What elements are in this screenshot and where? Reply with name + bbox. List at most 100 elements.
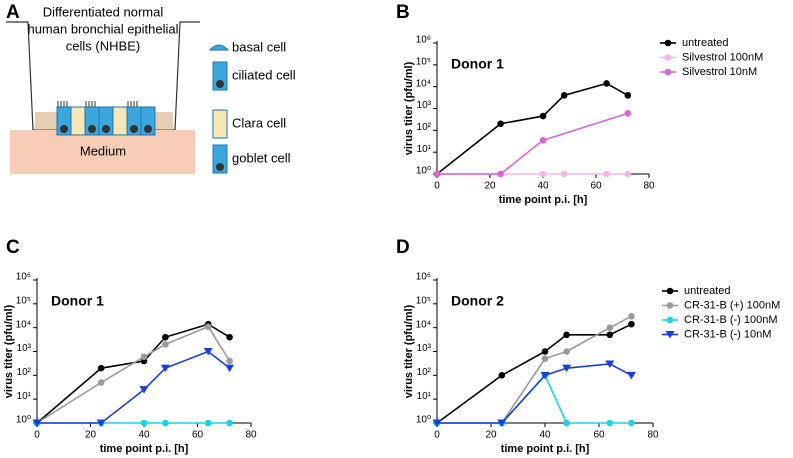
x-tick-label: 0 xyxy=(434,430,440,441)
medium xyxy=(10,130,195,174)
data-point xyxy=(497,419,507,427)
data-point xyxy=(226,419,233,427)
y-tick-label: 10² xyxy=(17,367,32,378)
y-axis-title: virus titer (pfu/ml) xyxy=(403,61,415,155)
diagram-title: Differentiated normal xyxy=(43,4,164,19)
data-point xyxy=(539,112,547,120)
series-line xyxy=(436,323,632,424)
y-tick-label: 10² xyxy=(417,122,432,133)
x-tick-label: 20 xyxy=(85,430,97,441)
goblet-icon-nucleus xyxy=(216,163,224,171)
x-tick-label: 0 xyxy=(434,181,440,192)
data-point xyxy=(563,419,570,427)
basal-icon xyxy=(208,44,230,51)
medium-label: Medium xyxy=(80,143,126,158)
legend-label: CR-31-B (+) 100nM xyxy=(684,299,780,311)
data-point xyxy=(497,120,504,128)
chart-title: Donor 2 xyxy=(451,293,504,309)
x-tick-label: 80 xyxy=(643,181,655,192)
y-tick-label: 10¹ xyxy=(417,144,432,155)
data-point xyxy=(139,386,149,394)
legend-marker xyxy=(666,287,674,295)
y-tick-label: 10⁵ xyxy=(416,56,431,67)
y-tick-label: 10⁰ xyxy=(416,415,431,426)
legend-marker xyxy=(664,68,672,76)
y-tick-label: 10⁴ xyxy=(416,319,431,330)
legend-label: CR-31-B (-) 100nM xyxy=(684,314,778,326)
data-point xyxy=(628,419,635,427)
data-point xyxy=(204,419,212,427)
series-line xyxy=(436,82,629,175)
data-point xyxy=(541,348,549,355)
data-point xyxy=(160,364,170,373)
data-point xyxy=(606,324,614,331)
data-point xyxy=(162,341,169,348)
data-point xyxy=(497,170,504,178)
legend-marker xyxy=(664,39,672,47)
data-point xyxy=(624,110,632,117)
y-tick-label: 10⁰ xyxy=(416,166,431,177)
data-point xyxy=(226,357,233,365)
legend-label: Clara cell xyxy=(232,115,286,130)
panel-letter: C xyxy=(6,237,20,258)
panel-a: A Medium Differentiated normal human bro… xyxy=(6,2,296,174)
y-tick-label: 10⁴ xyxy=(16,319,31,330)
x-tick-label: 0 xyxy=(34,430,40,441)
x-axis-title: time point p.i. [h] xyxy=(100,443,189,455)
y-tick-label: 10⁶ xyxy=(416,272,431,283)
y-axis-title: virus titer (pfu/ml) xyxy=(3,304,15,398)
x-tick-label: 60 xyxy=(590,181,602,192)
y-axis-title: virus titer (pfu/ml) xyxy=(403,304,415,398)
series-line xyxy=(37,350,231,424)
x-tick-label: 40 xyxy=(138,430,150,441)
y-tick-label: 10³ xyxy=(417,100,432,111)
y-tick-label: 10¹ xyxy=(17,391,32,402)
y-tick-label: 10³ xyxy=(417,343,432,354)
data-point xyxy=(624,170,632,178)
x-tick-label: 60 xyxy=(593,430,605,441)
data-point xyxy=(162,419,169,427)
panel-letter: B xyxy=(396,2,410,23)
data-point xyxy=(563,348,570,355)
data-point xyxy=(562,364,572,373)
data-point xyxy=(539,136,547,144)
data-point xyxy=(96,419,106,427)
x-tick-label: 80 xyxy=(245,430,257,441)
chart-title: Donor 1 xyxy=(451,56,504,72)
y-tick-label: 10³ xyxy=(17,343,32,354)
y-tick-label: 10² xyxy=(417,367,432,378)
y-tick-label: 10⁰ xyxy=(16,415,31,426)
x-tick-label: 60 xyxy=(192,430,204,441)
x-tick-label: 40 xyxy=(537,181,549,192)
data-point xyxy=(628,320,635,328)
series-line xyxy=(437,373,632,424)
data-point xyxy=(432,419,442,427)
legend-label: Silvestrol 10nM xyxy=(682,66,757,78)
data-point xyxy=(563,331,570,339)
legend-label: basal cell xyxy=(232,39,286,54)
legend-label: untreated xyxy=(684,285,730,297)
legend-label: goblet cell xyxy=(232,150,291,165)
data-point xyxy=(162,333,169,341)
series-line xyxy=(437,315,632,424)
data-point xyxy=(539,170,547,178)
legend-label: Silvestrol 100nM xyxy=(682,51,763,63)
series-line xyxy=(437,363,632,424)
legend-marker xyxy=(664,54,672,61)
data-point xyxy=(97,379,105,386)
data-point xyxy=(540,371,550,380)
x-tick-label: 20 xyxy=(484,181,496,192)
y-tick-label: 10¹ xyxy=(417,391,432,402)
ciliated-icon-nucleus xyxy=(216,80,224,88)
data-point xyxy=(203,348,213,356)
data-point xyxy=(226,333,233,341)
data-point xyxy=(225,364,235,373)
diagram-title: human bronchial epithelial xyxy=(27,21,178,36)
x-tick-label: 80 xyxy=(647,430,659,441)
x-tick-label: 20 xyxy=(485,430,497,441)
chart-title: Donor 1 xyxy=(51,293,104,309)
data-point xyxy=(624,92,632,99)
data-point xyxy=(140,353,148,361)
data-point xyxy=(603,170,610,178)
